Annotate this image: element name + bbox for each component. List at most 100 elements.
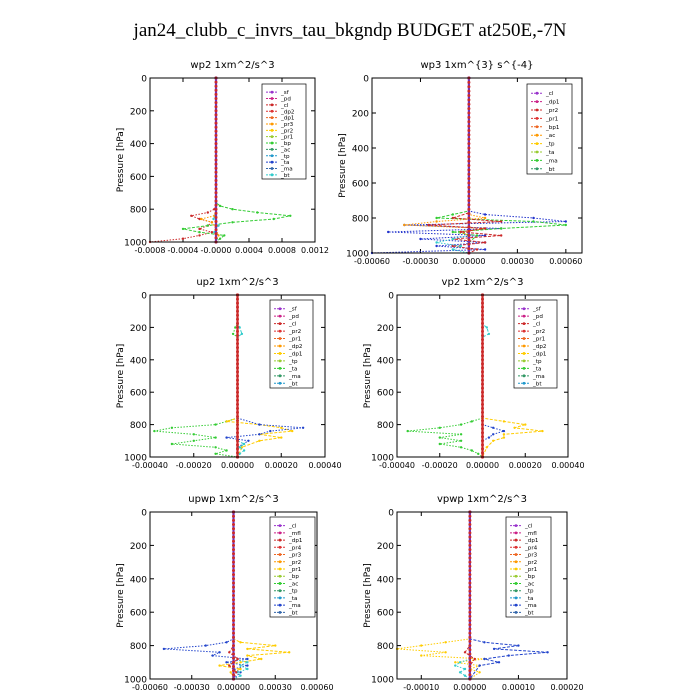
center-line-marker	[232, 635, 235, 639]
series-point	[217, 224, 220, 227]
center-line-marker	[467, 150, 471, 154]
center-line-marker	[468, 556, 472, 560]
y-axis-label: Pressure [hPa]	[338, 133, 348, 198]
series-point	[256, 211, 259, 214]
center-line-marker	[481, 366, 484, 370]
center-line-marker	[467, 199, 471, 202]
center-line-marker	[467, 159, 471, 163]
center-line-marker	[467, 181, 471, 185]
legend-label: _pr3	[524, 553, 538, 559]
center-line-marker	[467, 247, 471, 251]
center-line-marker	[236, 325, 239, 329]
y-tick-label: 600	[130, 389, 147, 399]
legend-marker	[514, 538, 518, 542]
legend-label: _ac	[545, 133, 555, 139]
series-point	[459, 244, 462, 248]
legend-label: _cl	[288, 322, 297, 328]
legend-marker	[270, 128, 274, 132]
y-tick-label: 400	[130, 140, 147, 150]
center-line-marker	[468, 514, 472, 518]
series-point	[229, 671, 232, 674]
center-line-marker	[467, 190, 471, 194]
y-tick-label: 0	[141, 509, 147, 519]
center-line-marker	[481, 402, 484, 406]
center-line-marker	[481, 398, 484, 402]
legend-label: _pr4	[524, 545, 538, 551]
legend-marker	[270, 116, 274, 120]
center-line-marker	[214, 117, 218, 121]
center-line-marker	[481, 342, 484, 346]
legend-label: _dp2	[532, 344, 546, 350]
center-line-marker	[232, 673, 235, 677]
legend-label: _ta	[288, 366, 297, 372]
legend-label: _tp	[545, 142, 555, 148]
center-line-marker	[468, 531, 472, 535]
center-line-marker	[236, 378, 239, 382]
chart-panel-4: vp2 1xm^2/s^3 Pressure [hPa] 0 200 400 600 800…	[363, 277, 585, 470]
legend-label: _cl	[545, 91, 554, 97]
center-line-marker	[236, 419, 239, 423]
center-line-marker	[232, 627, 235, 631]
legend-label: _ma	[545, 158, 558, 164]
series-point	[192, 439, 195, 442]
center-line-marker	[232, 577, 235, 581]
series-point	[238, 326, 241, 329]
x-tick-label: -0.00010	[403, 683, 439, 692]
legend: _cl_mfl_dp1_pr4_pr3_pr2_pr1_bp_ac_tp_ta_…	[269, 516, 316, 618]
series-point	[192, 433, 195, 436]
center-line-marker	[467, 155, 471, 159]
y-axis-label: Pressure [hPa]	[116, 344, 126, 409]
center-line-marker	[468, 644, 472, 648]
center-line-marker	[214, 236, 218, 240]
series-point	[242, 442, 246, 446]
legend-label: _dp1	[280, 116, 295, 122]
series-point	[211, 654, 214, 657]
series-point	[223, 234, 226, 237]
legend-marker	[278, 610, 282, 614]
x-tick-label: -0.00020	[422, 461, 458, 470]
y-tick-label: 400	[130, 356, 147, 366]
chart-title: vp2 1xm^2/s^3	[442, 277, 524, 288]
legend-label: _pr2	[288, 560, 301, 566]
plot-frame	[396, 511, 568, 680]
legend-marker	[278, 538, 282, 542]
center-line-marker	[236, 386, 239, 390]
center-line-marker	[232, 573, 235, 577]
x-tick-label: 0.00040	[551, 461, 584, 470]
series-point	[483, 227, 487, 230]
legend-marker	[270, 141, 274, 145]
series-point	[485, 326, 488, 329]
series-point	[477, 452, 480, 455]
legend-marker	[270, 135, 274, 139]
y-tick-label: 800	[377, 642, 394, 652]
center-line-marker	[467, 238, 471, 242]
center-line-marker	[481, 346, 484, 350]
legend-marker	[535, 125, 539, 129]
series-point	[451, 216, 454, 220]
series-point	[483, 657, 486, 661]
center-line-marker	[214, 97, 218, 100]
legend-marker	[535, 117, 539, 120]
legend-label: _pr3	[288, 553, 302, 559]
series-point	[225, 641, 228, 644]
center-line-marker	[236, 313, 239, 317]
plot-frame	[149, 511, 318, 680]
series-point	[214, 452, 217, 455]
y-tick-label: 800	[352, 215, 369, 225]
y-axis-label: Pressure [hPa]	[116, 563, 126, 628]
legend-marker	[535, 133, 539, 137]
legend-label: _tp	[532, 359, 542, 365]
series-point	[214, 436, 217, 439]
y-tick-label: 1000	[124, 676, 147, 686]
series-point	[234, 326, 237, 329]
series-point	[500, 220, 503, 223]
center-line-marker	[481, 354, 484, 358]
center-line-marker	[214, 142, 218, 146]
y-tick-label: 200	[130, 324, 147, 334]
series-point	[181, 237, 185, 240]
y-tick-label: 0	[388, 292, 394, 302]
legend-marker	[522, 329, 526, 333]
y-tick-label: 1000	[371, 454, 394, 464]
center-line-marker	[467, 111, 471, 115]
center-line-marker	[232, 548, 235, 552]
